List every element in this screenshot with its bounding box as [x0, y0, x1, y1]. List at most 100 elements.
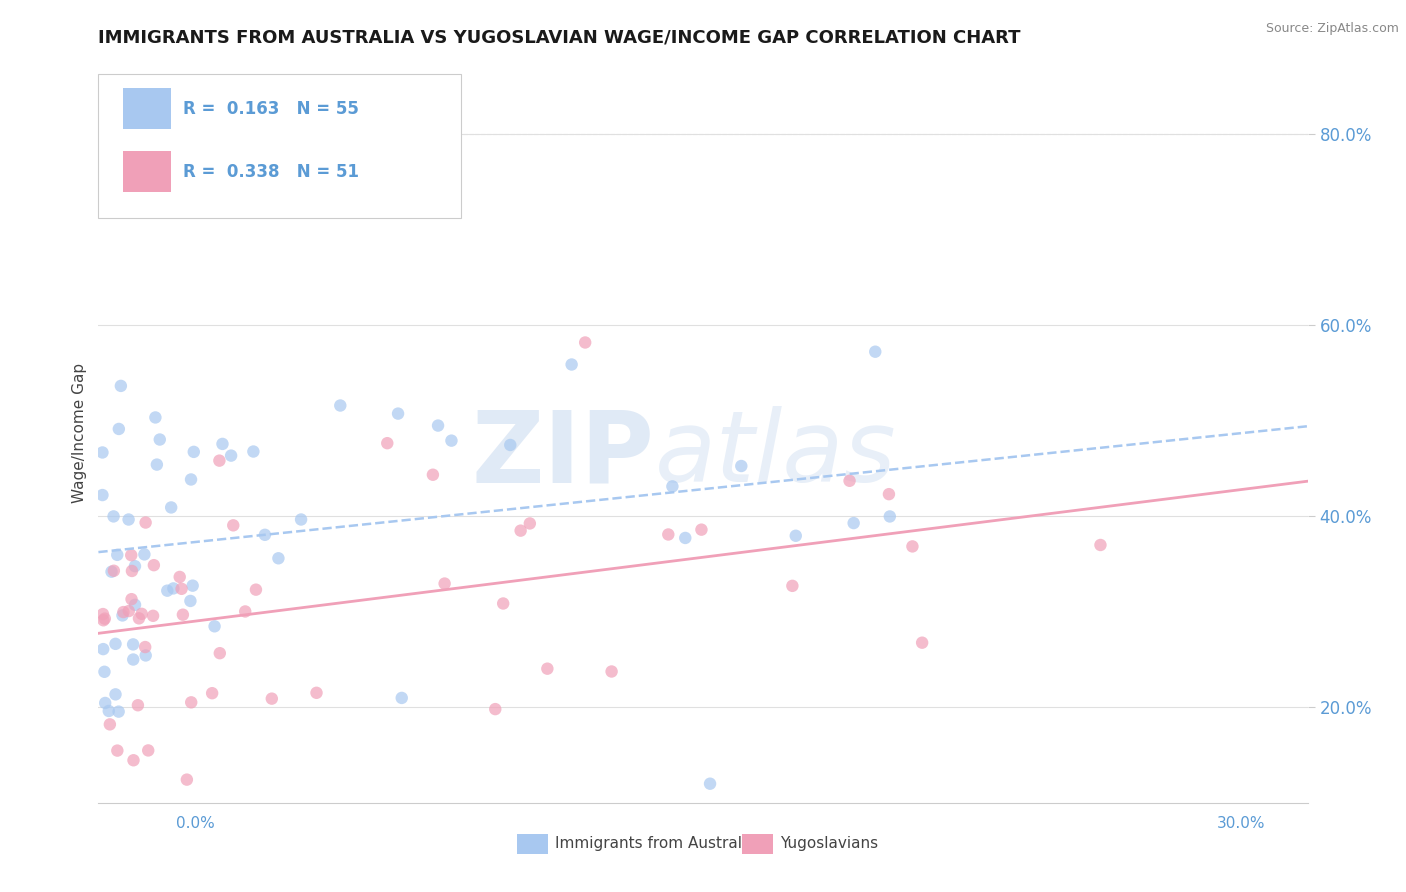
Text: ZIP: ZIP — [472, 407, 655, 503]
Point — [253, 528, 276, 542]
Point — [104, 637, 127, 651]
Point — [177, 170, 200, 185]
Point — [160, 500, 183, 515]
Point — [105, 743, 128, 757]
Point — [375, 436, 398, 450]
Point — [222, 518, 245, 533]
Point — [290, 512, 312, 526]
Point — [267, 551, 290, 566]
Point — [179, 594, 201, 608]
Point — [661, 479, 683, 493]
Point — [329, 399, 352, 413]
Point — [122, 637, 145, 651]
Point — [492, 597, 515, 611]
Point — [135, 648, 157, 663]
Point — [128, 611, 150, 625]
Point — [170, 582, 193, 596]
Point — [111, 608, 134, 623]
Point — [422, 467, 444, 482]
Point — [103, 509, 125, 524]
Point — [162, 582, 184, 596]
Point — [124, 598, 146, 612]
Text: Source: ZipAtlas.com: Source: ZipAtlas.com — [1265, 22, 1399, 36]
Point — [93, 665, 115, 679]
Point — [699, 777, 721, 791]
Point — [146, 458, 169, 472]
Point — [100, 565, 122, 579]
Point — [233, 604, 256, 618]
Point — [561, 358, 583, 372]
Point — [91, 607, 114, 621]
FancyBboxPatch shape — [122, 152, 172, 192]
Point — [149, 433, 172, 447]
Point — [838, 474, 860, 488]
Point — [97, 704, 120, 718]
Text: Immigrants from Australia: Immigrants from Australia — [554, 837, 755, 851]
Point — [208, 646, 231, 660]
Point — [124, 559, 146, 574]
Point — [108, 422, 131, 436]
Point — [484, 702, 506, 716]
Point — [901, 540, 924, 554]
Point — [245, 582, 267, 597]
Point — [865, 344, 887, 359]
Text: R =  0.338   N = 51: R = 0.338 N = 51 — [183, 163, 359, 181]
Point — [172, 607, 194, 622]
Point — [387, 407, 409, 421]
Y-axis label: Wage/Income Gap: Wage/Income Gap — [72, 362, 87, 503]
Point — [201, 686, 224, 700]
Point — [145, 410, 167, 425]
Point — [211, 437, 233, 451]
Point — [519, 516, 541, 531]
Point — [91, 445, 114, 459]
Point — [94, 696, 117, 710]
Point — [879, 509, 901, 524]
Point — [176, 772, 198, 787]
Point — [509, 524, 531, 538]
Point — [121, 592, 143, 607]
Point — [131, 607, 153, 621]
Point — [121, 564, 143, 578]
Point — [1090, 538, 1112, 552]
Point — [104, 687, 127, 701]
Point — [208, 453, 231, 467]
Point — [433, 576, 456, 591]
Point — [305, 686, 328, 700]
Point — [242, 444, 264, 458]
Point — [112, 605, 135, 619]
Point — [93, 613, 115, 627]
Point — [122, 753, 145, 767]
Point — [782, 579, 804, 593]
Point — [136, 743, 159, 757]
Point — [574, 335, 596, 350]
Point — [120, 548, 142, 562]
Point — [877, 487, 900, 501]
FancyBboxPatch shape — [122, 88, 172, 129]
Point — [91, 488, 114, 502]
Point — [142, 608, 165, 623]
Point — [94, 612, 117, 626]
Point — [391, 690, 413, 705]
Point — [427, 418, 450, 433]
Point — [842, 516, 865, 530]
Point — [440, 434, 463, 448]
Point — [134, 548, 156, 562]
Point — [204, 619, 226, 633]
Point — [98, 717, 121, 731]
Text: atlas: atlas — [655, 407, 896, 503]
Point — [103, 564, 125, 578]
Point — [183, 445, 205, 459]
Point — [180, 695, 202, 709]
Point — [730, 458, 752, 473]
Point — [181, 579, 204, 593]
Text: 30.0%: 30.0% — [1218, 816, 1265, 831]
Point — [673, 531, 696, 545]
Point — [911, 636, 934, 650]
Point — [118, 604, 141, 618]
Point — [785, 529, 807, 543]
Point — [105, 548, 128, 562]
Point — [180, 473, 202, 487]
Point — [135, 516, 157, 530]
Point — [156, 583, 179, 598]
Text: IMMIGRANTS FROM AUSTRALIA VS YUGOSLAVIAN WAGE/INCOME GAP CORRELATION CHART: IMMIGRANTS FROM AUSTRALIA VS YUGOSLAVIAN… — [98, 29, 1021, 47]
